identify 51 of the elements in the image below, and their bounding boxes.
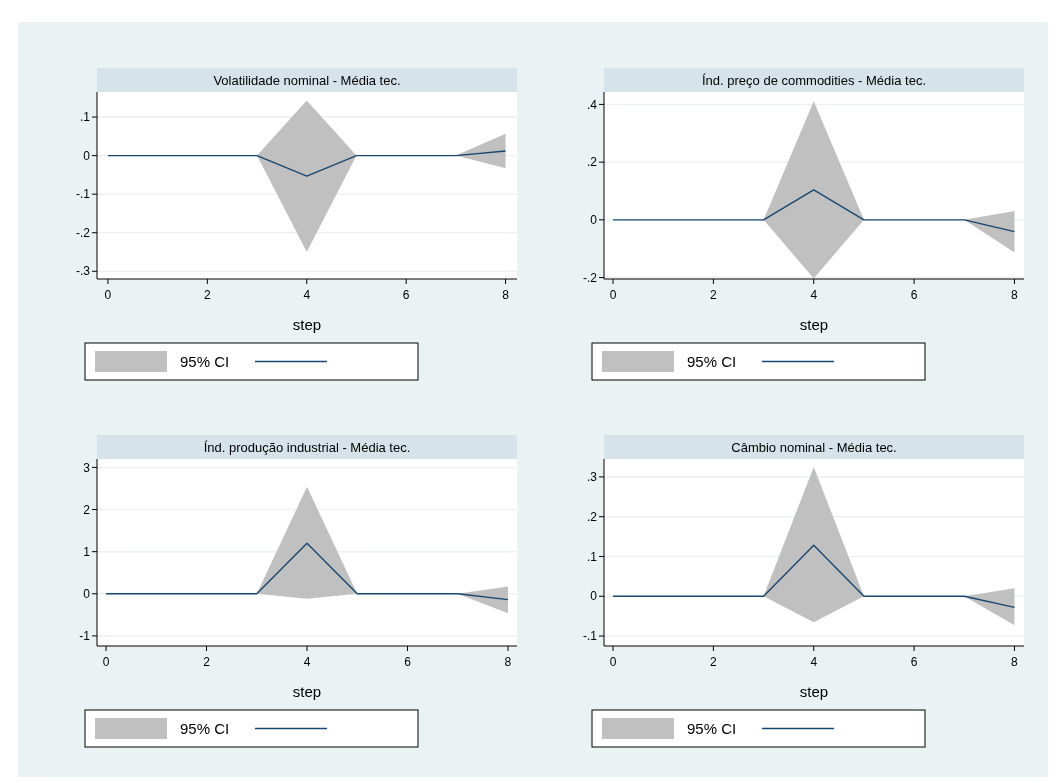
text: 95% CI: [687, 719, 737, 737]
y-tick-label: -.2: [75, 225, 91, 240]
x-tick-label: 8: [504, 655, 512, 669]
y-tick-label: -.2: [582, 270, 598, 285]
x-tick-label: 0: [609, 288, 617, 302]
x-tick-label: 0: [609, 655, 617, 669]
x-tick-label: 2: [203, 655, 211, 669]
y-tick-label: .2: [586, 509, 598, 524]
y-tick-label: 0: [590, 213, 598, 228]
x-tick-label: 8: [1011, 288, 1019, 302]
y-tick-label: -1: [79, 629, 91, 644]
x-tick-label: 4: [303, 288, 311, 302]
y-tick-label: 0: [83, 586, 91, 601]
x-tick-label: 2: [204, 288, 211, 302]
x-axis-title: step: [292, 316, 322, 333]
x-tick-label: 6: [404, 655, 412, 669]
text: 95% CI: [180, 719, 230, 737]
x-tick-label: 6: [402, 288, 410, 302]
x-axis-title: step: [799, 316, 829, 333]
x-tick-label: 4: [810, 655, 818, 669]
text: 95% CI: [180, 352, 230, 370]
x-tick-label: 4: [810, 288, 818, 302]
x-tick-label: 4: [303, 655, 311, 669]
chart-title: Volatilidade nominal - Média tec.: [213, 73, 401, 88]
y-tick-label: -.1: [582, 629, 598, 644]
y-tick-label: .1: [79, 110, 91, 125]
chart-title: Câmbio nominal - Média tec.: [731, 440, 897, 455]
y-tick-label: .3: [586, 470, 598, 485]
y-tick-label: -.1: [75, 187, 91, 202]
y-tick-label: 2: [83, 502, 91, 517]
y-tick-label: .1: [586, 549, 598, 564]
x-tick-label: 0: [102, 655, 110, 669]
x-tick-label: 2: [710, 655, 718, 669]
x-tick-label: 8: [502, 288, 510, 302]
y-tick-label: .2: [586, 155, 598, 170]
y-tick-label: 0: [83, 148, 91, 163]
x-tick-label: 8: [1011, 655, 1019, 669]
chart-title: Índ. produção industrial - Média tec.: [203, 440, 411, 455]
y-tick-label: .4: [586, 97, 598, 112]
chart-title: Índ. preço de commodities - Média tec.: [702, 73, 926, 88]
x-tick-label: 2: [710, 288, 718, 302]
x-tick-label: 6: [910, 288, 918, 302]
text: 95% CI: [687, 352, 737, 370]
x-tick-label: 0: [104, 288, 112, 302]
y-tick-label: -.3: [75, 264, 91, 279]
x-axis-title: step: [292, 683, 322, 700]
x-tick-label: 6: [910, 655, 918, 669]
y-tick-label: 0: [590, 589, 598, 604]
y-tick-label: 3: [83, 460, 91, 475]
y-tick-label: 1: [83, 544, 91, 559]
x-axis-title: step: [799, 683, 829, 700]
